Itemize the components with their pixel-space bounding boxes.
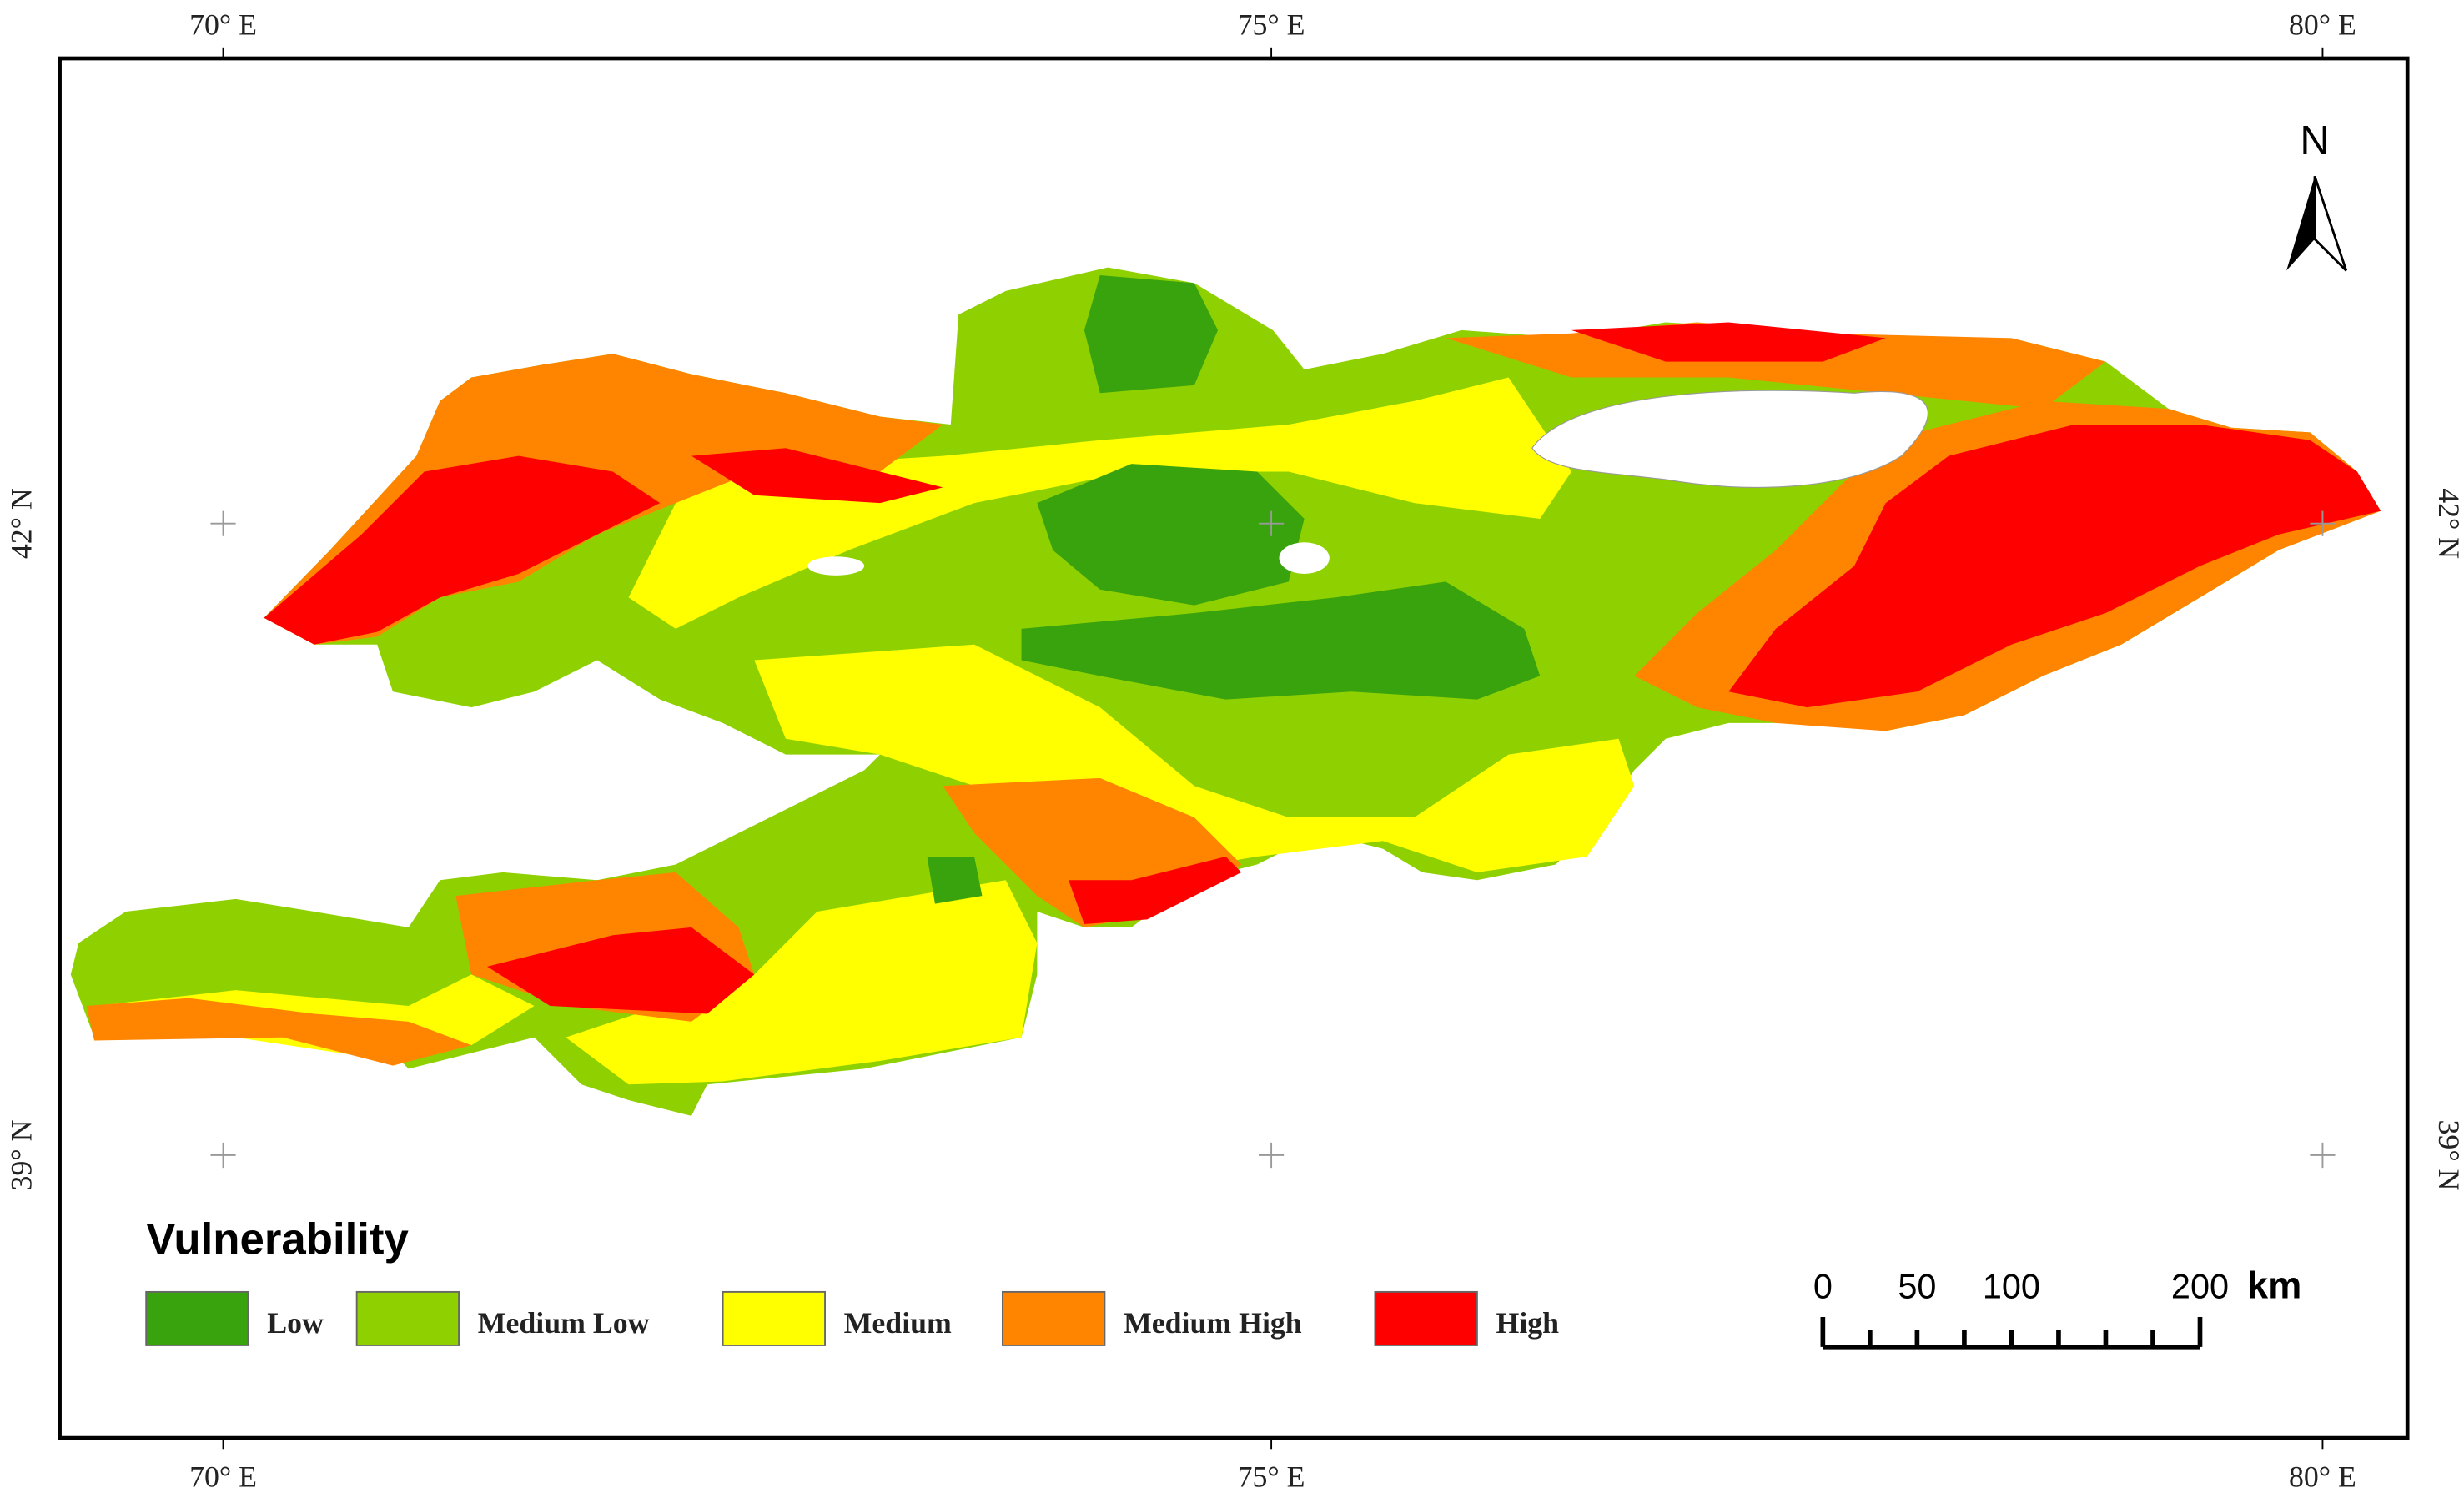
scale-bar: km 0 50 100 200 — [1813, 1264, 2301, 1350]
map-region — [566, 880, 1038, 1085]
latitude-label: 42° N — [5, 488, 38, 559]
legend-label: Medium Low — [478, 1306, 650, 1340]
latitude-label: 42° N — [2432, 488, 2464, 559]
legend-title: Vulnerability — [146, 1215, 409, 1264]
longitude-label: 70° E — [189, 8, 257, 42]
legend-swatch — [355, 1290, 460, 1346]
map-region — [691, 448, 943, 504]
map-region — [1728, 424, 2381, 708]
map-region — [1084, 274, 1219, 394]
graticule-cross — [2310, 1142, 2336, 1169]
map-region — [754, 644, 1635, 872]
lake — [1531, 390, 1928, 488]
scale-label: 50 — [1898, 1266, 1936, 1305]
vulnerability-map — [70, 267, 2381, 1116]
longitude-label: 75° E — [1238, 1460, 1305, 1494]
legend-swatch — [722, 1290, 827, 1346]
scale-label: 100 — [1983, 1266, 2040, 1305]
legend-label: Medium High — [1124, 1306, 1302, 1340]
map-region — [86, 998, 472, 1066]
graticule-cross — [1259, 510, 1285, 536]
longitude-label: 70° E — [189, 1460, 257, 1494]
map-region — [1446, 322, 2106, 410]
map-region — [1069, 857, 1242, 925]
scale-unit: km — [2247, 1264, 2301, 1306]
longitude-label: 75° E — [1238, 8, 1305, 42]
scale-label: 0 — [1813, 1266, 1833, 1305]
longitude-label: 80° E — [2289, 8, 2356, 42]
map-region — [1571, 322, 1886, 362]
lake — [807, 556, 865, 576]
legend-swatch — [1002, 1290, 1106, 1346]
map-region — [1021, 581, 1541, 700]
graticule-cross — [210, 510, 236, 536]
legend-label: High — [1496, 1306, 1560, 1340]
lake — [1279, 542, 1330, 574]
longitude-label: 80° E — [2289, 1460, 2356, 1494]
map-region — [487, 927, 755, 1014]
legend-label: Low — [267, 1306, 324, 1340]
map-region — [927, 857, 983, 904]
graticule-cross — [1259, 1142, 1285, 1169]
legend: Low Medium Low Medium Medium High High — [145, 1290, 1560, 1346]
map-region — [264, 455, 661, 645]
graticule-cross — [210, 1142, 236, 1169]
map-region — [1037, 464, 1305, 606]
graticule-cross — [2310, 510, 2336, 536]
map-region — [628, 377, 1571, 629]
legend-swatch — [1374, 1290, 1478, 1346]
scale-label: 200 — [2171, 1266, 2229, 1305]
latitude-label: 39° N — [5, 1119, 38, 1190]
latitude-label: 39° N — [2432, 1120, 2464, 1191]
north-label: N — [2300, 118, 2329, 163]
legend-label: Medium — [844, 1306, 952, 1340]
legend-swatch — [145, 1290, 249, 1346]
